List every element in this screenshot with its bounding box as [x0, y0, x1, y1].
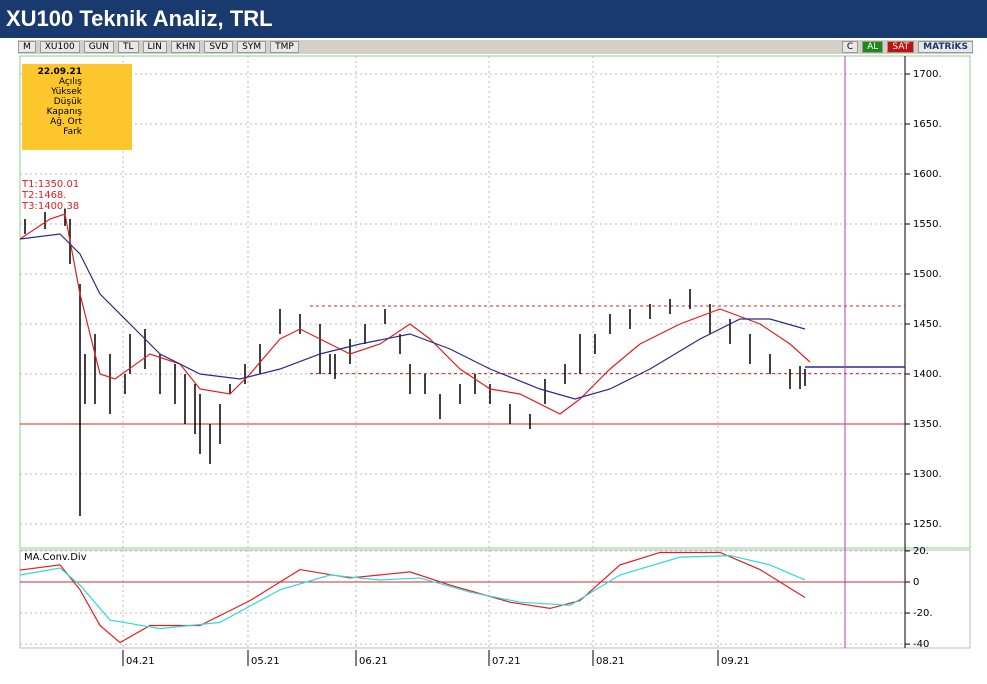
y-tick-label: 1500.: [913, 269, 942, 280]
level-label: T1:1350.01: [21, 179, 79, 190]
toolbar-button[interactable]: MATRiKS: [918, 41, 973, 53]
x-tick-label: 04.21: [126, 656, 155, 667]
chart-frame: [19, 549, 971, 649]
toolbar-button[interactable]: TMP: [270, 41, 299, 53]
y-tick-label: 1700.: [913, 69, 942, 80]
y-tick-label: 1650.: [913, 119, 942, 130]
x-tick-label: 06.21: [359, 656, 388, 667]
level-label: T3:1400.38: [21, 201, 79, 212]
series-line: [19, 554, 806, 630]
toolbar-button[interactable]: KHN: [170, 41, 201, 53]
pane-title: MA.Conv.Div: [24, 552, 87, 563]
toolbar-right: C AL SAT MATRiKS: [841, 41, 973, 53]
toolbar-button[interactable]: M: [18, 41, 36, 53]
toolbar-button[interactable]: SVD: [204, 41, 234, 53]
y-tick-label: 1600.: [913, 169, 942, 180]
toolbar-button[interactable]: AL: [862, 41, 884, 53]
info-field: Ağ. Ort: [50, 117, 82, 127]
toolbar-button[interactable]: GUN: [83, 41, 114, 53]
toolbar: M XU100 GUN TL LIN KHN SVD SYM TMP C AL SAT MATRiKS: [18, 40, 973, 54]
y-tick-label: -20.: [913, 608, 933, 619]
info-field: Açılış: [58, 77, 82, 87]
info-date: 22.09.21: [37, 67, 82, 77]
window-title: XU100 Teknik Analiz, TRL: [0, 0, 987, 38]
x-tick-label: 08.21: [596, 656, 625, 667]
toolbar-button[interactable]: SYM: [237, 41, 267, 53]
y-tick-label: 0: [913, 577, 919, 588]
y-tick-label: 1300.: [913, 469, 942, 480]
series-line: [19, 213, 811, 415]
series-line: [19, 233, 806, 400]
toolbar-button[interactable]: XU100: [39, 41, 80, 53]
x-tick-label: 07.21: [492, 656, 521, 667]
x-tick-label: 05.21: [251, 656, 280, 667]
y-tick-label: 1400.: [913, 369, 942, 380]
toolbar-button[interactable]: C: [841, 41, 859, 53]
y-tick-label: 1550.: [913, 219, 942, 230]
y-tick-label: 1350.: [913, 419, 942, 430]
toolbar-button[interactable]: TL: [118, 41, 139, 53]
info-field: Kapanış: [46, 107, 82, 117]
y-tick-label: -40: [913, 639, 929, 650]
info-box: 22.09.21 Açılış Yüksek Düşük Kapanış Ağ. Ort F…: [22, 64, 132, 150]
info-field: Düşük: [53, 97, 82, 107]
y-tick-label: 1250.: [913, 519, 942, 530]
info-field: Yüksek: [51, 87, 82, 97]
level-label: T2:1468.: [21, 190, 66, 201]
chart-frame: [19, 55, 971, 549]
y-tick-label: 1450.: [913, 319, 942, 330]
toolbar-button[interactable]: LIN: [142, 41, 167, 53]
info-field: Fark: [63, 127, 82, 137]
toolbar-button[interactable]: SAT: [887, 41, 915, 53]
y-tick-label: 20.: [913, 546, 929, 557]
series-line: [19, 551, 806, 644]
x-tick-label: 09.21: [721, 656, 750, 667]
